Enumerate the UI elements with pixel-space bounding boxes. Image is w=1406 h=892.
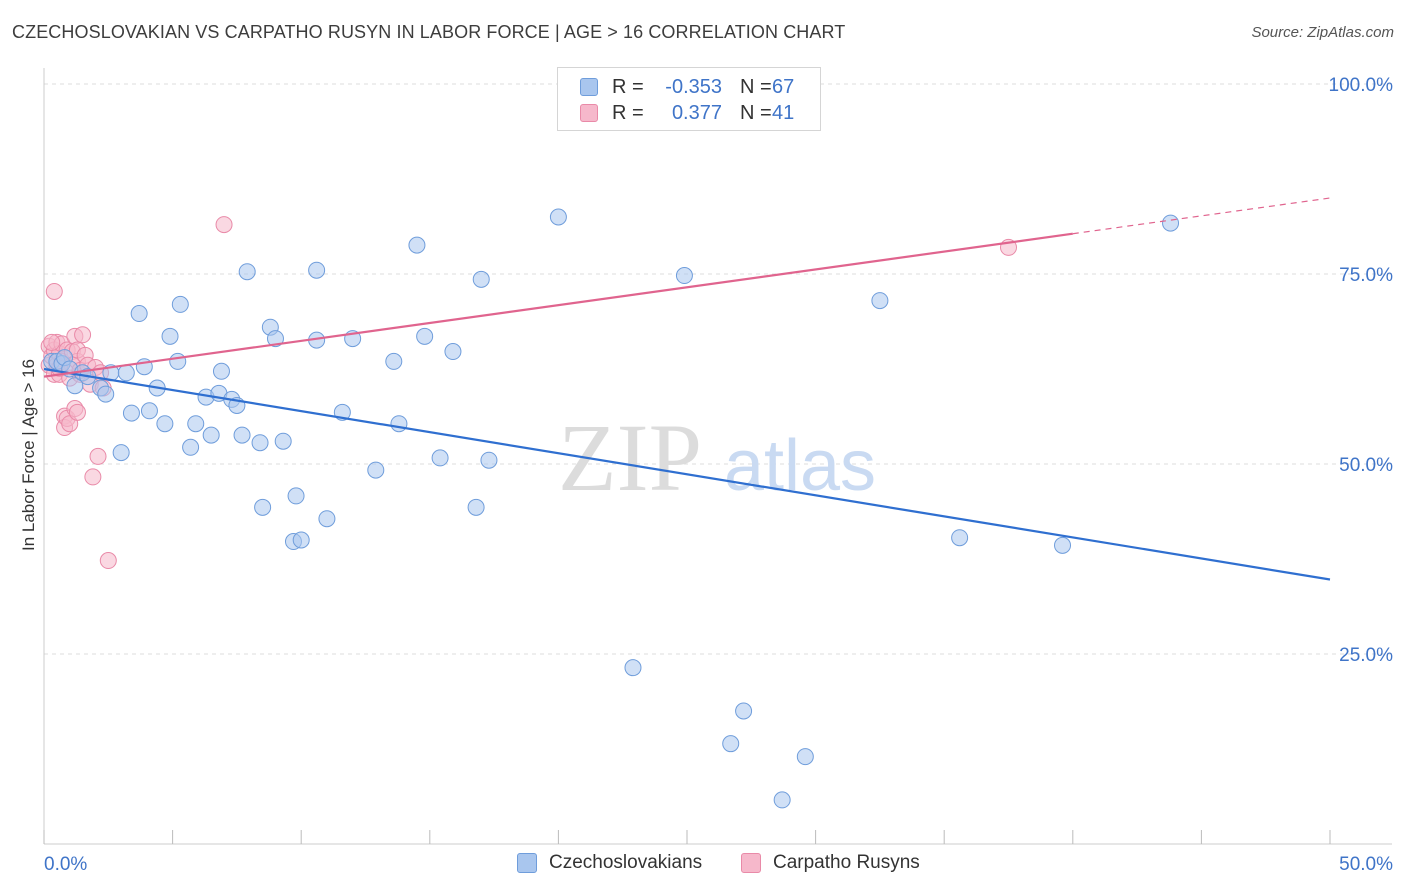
y-tick-label: 25.0% — [1339, 645, 1393, 666]
data-point — [97, 385, 115, 403]
x-tick-label: 0.0% — [44, 854, 87, 875]
trend-line-czechoslovakians — [43, 367, 1331, 581]
data-point — [130, 305, 148, 323]
data-point — [251, 434, 269, 452]
data-point — [773, 791, 791, 809]
n-value: 67 — [772, 75, 795, 98]
data-point — [467, 498, 485, 516]
n-label: N = — [740, 75, 772, 98]
data-point — [45, 282, 63, 300]
data-point — [549, 208, 567, 226]
axes — [43, 68, 1392, 845]
data-point — [735, 702, 753, 720]
x-tick-label: 50.0% — [1339, 854, 1393, 875]
data-point — [161, 327, 179, 345]
trend-lines — [43, 197, 1331, 581]
data-point — [99, 552, 117, 570]
data-point — [416, 327, 434, 345]
data-point — [472, 270, 490, 288]
data-point — [156, 415, 174, 433]
legend-swatch-blue — [580, 78, 598, 96]
data-point — [318, 510, 336, 528]
n-label: N = — [740, 101, 772, 124]
r-value: 0.377 — [671, 101, 722, 124]
legend-swatch-pink — [580, 104, 598, 122]
data-point — [480, 451, 498, 469]
data-point — [431, 449, 449, 467]
data-point — [444, 343, 462, 361]
y-tick-label: 100.0% — [1329, 75, 1394, 96]
r-label: R = — [612, 75, 644, 98]
data-point — [274, 432, 292, 450]
data-point — [871, 292, 889, 310]
data-point — [367, 461, 385, 479]
legend-swatch-blue — [517, 853, 537, 873]
data-point — [233, 426, 251, 444]
data-point — [796, 748, 814, 766]
chart-source: Source: ZipAtlas.com — [1251, 24, 1394, 41]
watermark-atlas: atlas — [724, 426, 876, 506]
y-tick-label: 75.0% — [1339, 265, 1393, 286]
data-point — [182, 438, 200, 456]
data-point — [287, 487, 305, 505]
r-label: R = — [612, 101, 644, 124]
legend-swatch-pink — [741, 853, 761, 873]
data-point — [675, 267, 693, 285]
data-point — [187, 415, 205, 433]
data-point — [1162, 214, 1180, 232]
data-point — [122, 404, 140, 422]
y-tick-label: 50.0% — [1339, 455, 1393, 476]
correlation-legend: R = -0.353 N = 67 R = 0.377 N = 41 — [557, 67, 821, 131]
n-value: 41 — [772, 101, 795, 124]
data-point — [112, 444, 130, 462]
data-point — [171, 295, 189, 313]
data-point — [951, 529, 969, 547]
data-point — [308, 261, 326, 279]
data-point — [1054, 536, 1072, 554]
legend-row-carpatho-rusyns: R = 0.377 N = 41 — [580, 100, 794, 126]
data-point — [169, 352, 187, 370]
grid-lines — [44, 83, 1392, 655]
legend-item-carpatho-rusyns[interactable]: Carpatho Rusyns — [741, 852, 920, 874]
r-value: -0.353 — [665, 75, 722, 98]
y-tick-labels: 25.0% 50.0% 75.0% 100.0% — [1329, 75, 1394, 666]
legend-row-czechoslovakians: R = -0.353 N = 67 — [580, 74, 794, 100]
data-point — [215, 216, 233, 234]
data-point — [408, 236, 426, 254]
legend-item-czechoslovakians[interactable]: Czechoslovakians — [517, 852, 702, 874]
trend-line-carpatho-rusyns — [43, 232, 1073, 378]
data-point — [212, 362, 230, 380]
data-point — [390, 415, 408, 433]
data-point — [68, 403, 86, 421]
data-point — [722, 735, 740, 753]
data-point — [117, 364, 135, 382]
data-point — [266, 330, 284, 348]
legend-label-carpatho-rusyns: Carpatho Rusyns — [773, 852, 920, 873]
data-point — [385, 352, 403, 370]
data-point — [43, 333, 61, 351]
x-tick-labels: 0.0% 50.0% — [44, 854, 1393, 875]
data-point — [238, 263, 256, 281]
data-point — [292, 531, 310, 549]
trend-line-carpatho-rusyns-extension — [1072, 197, 1331, 235]
series-legend: Czechoslovakians Carpatho Rusyns — [0, 852, 1406, 878]
chart-title: CZECHOSLOVAKIAN VS CARPATHO RUSYN IN LAB… — [12, 22, 846, 42]
data-point — [140, 402, 158, 420]
data-point — [89, 447, 107, 465]
data-point — [74, 326, 92, 344]
legend-label-czechoslovakians: Czechoslovakians — [549, 852, 703, 873]
data-point — [254, 498, 272, 516]
y-axis-label: In Labor Force | Age > 16 — [19, 359, 38, 551]
data-point — [84, 468, 102, 486]
data-point — [202, 426, 220, 444]
data-point — [66, 377, 84, 395]
data-point — [624, 659, 642, 677]
